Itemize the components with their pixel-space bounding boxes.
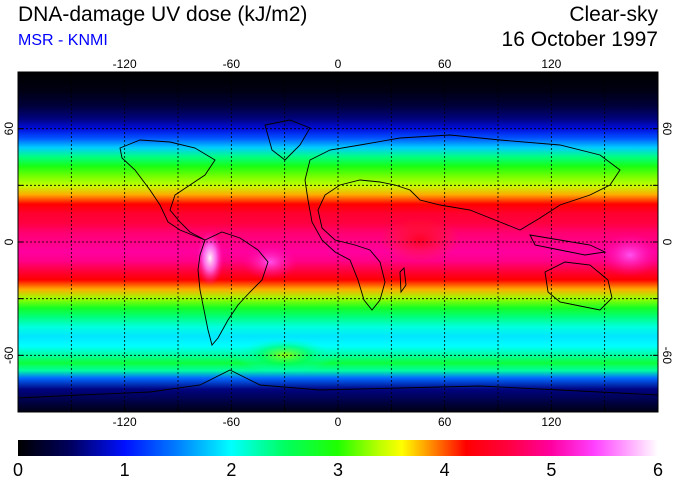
coast-south-america xyxy=(197,231,269,346)
coast-antarctica xyxy=(18,369,658,399)
colorbar-label: 4 xyxy=(440,460,450,480)
atlantic-high-uv xyxy=(242,244,298,280)
colorbar-label: 0 xyxy=(13,460,23,480)
lat-label-left: 60 xyxy=(2,122,16,136)
lon-label-bottom: 120 xyxy=(541,415,561,429)
coast-greenland xyxy=(264,119,311,161)
map-panel: -120 -60 0 60 120 -120 -60 0 60 120 60 0 -60 60 0 -6… xyxy=(2,57,674,429)
source-label: MSR - KNMI xyxy=(18,32,108,49)
uv-field-features xyxy=(18,119,658,399)
lon-label-top: 120 xyxy=(541,57,561,71)
lon-label-top: -120 xyxy=(113,57,137,71)
lon-labels-bottom: -120 -60 0 60 120 xyxy=(113,415,562,429)
colorbar-label: 6 xyxy=(653,460,663,480)
map-title: DNA-damage UV dose (kJ/m2) xyxy=(18,3,308,26)
colorbar-label: 1 xyxy=(120,460,130,480)
lon-label-bottom: -120 xyxy=(113,415,137,429)
colorbar-label: 3 xyxy=(333,460,343,480)
coast-australia xyxy=(544,261,613,311)
sky-condition-label: Clear-sky xyxy=(569,3,658,26)
lat-label-right: 0 xyxy=(660,239,674,246)
lat-labels-left: 60 0 -60 xyxy=(2,122,16,364)
coast-africa-eurasia xyxy=(304,134,621,311)
lat-label-right: -60 xyxy=(660,347,674,365)
lon-label-bottom: -60 xyxy=(223,415,241,429)
lon-label-top: 0 xyxy=(335,57,342,71)
africa-uv-band xyxy=(380,218,460,262)
antarctic-ozone-hole-uv xyxy=(235,337,335,373)
lat-label-left: 0 xyxy=(2,238,16,245)
colorbar: 0 1 2 3 4 5 6 xyxy=(13,440,663,480)
coast-madagascar xyxy=(399,267,407,294)
andes-uv-maximum xyxy=(196,230,224,286)
lat-label-right: 60 xyxy=(660,122,674,136)
colorbar-label: 5 xyxy=(546,460,556,480)
colorbar-labels: 0 1 2 3 4 5 6 xyxy=(13,460,663,480)
colorbar-scale xyxy=(18,440,658,456)
lon-label-top: 60 xyxy=(438,57,452,71)
lon-label-bottom: 0 xyxy=(335,415,342,429)
lon-label-top: -60 xyxy=(223,57,241,71)
pacific-high-uv xyxy=(600,233,658,277)
map-ticks xyxy=(18,72,658,412)
lon-label-bottom: 60 xyxy=(438,415,452,429)
coast-indonesia xyxy=(529,234,607,256)
colorbar-label: 2 xyxy=(226,460,236,480)
coastlines xyxy=(18,119,658,399)
coast-north-america xyxy=(119,139,216,241)
graticule xyxy=(18,72,658,412)
lon-labels-top: -120 -60 0 60 120 xyxy=(113,57,562,71)
date-label: 16 October 1997 xyxy=(501,28,658,51)
lat-labels-right: 60 0 -60 xyxy=(660,122,674,364)
lat-label-left: -60 xyxy=(2,346,16,364)
